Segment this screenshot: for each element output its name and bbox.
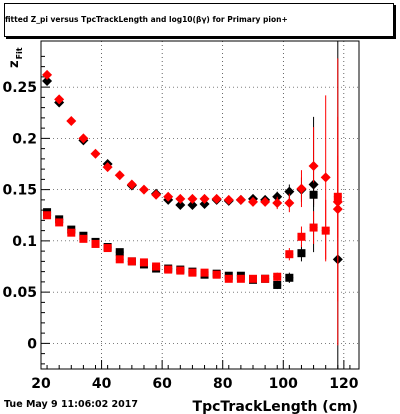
- data-point-square: [139, 258, 148, 267]
- data-point-diamond: [42, 69, 53, 80]
- data-point-diamond: [296, 183, 307, 194]
- data-marks: [42, 41, 343, 369]
- data-point-diamond: [187, 200, 198, 210]
- data-point-square: [212, 270, 221, 279]
- data-point-diamond: [114, 170, 125, 181]
- data-point-square: [321, 226, 330, 235]
- y-tick-label: 0: [27, 336, 37, 352]
- x-tick-label: 40: [92, 376, 112, 392]
- data-point-diamond: [187, 193, 198, 204]
- x-tick-label: 60: [152, 376, 172, 392]
- y-tick-label: 0.25: [2, 80, 37, 96]
- data-point-square: [273, 280, 282, 289]
- data-point-square: [309, 190, 318, 199]
- x-tick-label: 100: [269, 376, 298, 392]
- tick-labels: 20 40 60 80 100 120 0 0.05 0.1 0.15 0.2 0.25: [2, 80, 358, 392]
- x-axis-label: TpcTrackLength (cm): [193, 399, 358, 414]
- data-point-diamond: [163, 191, 174, 202]
- data-point-square: [309, 223, 318, 232]
- data-point-diamond: [284, 186, 295, 197]
- data-point-square: [297, 232, 306, 241]
- data-point-diamond: [248, 196, 258, 207]
- data-point-diamond: [54, 94, 65, 105]
- data-point-square: [91, 239, 100, 248]
- data-point-diamond: [126, 179, 137, 190]
- chart-title: fitted Z_pi versus TpcTrackLength and lo…: [5, 15, 288, 24]
- data-point-square: [249, 274, 257, 283]
- y-tick-label: 0.05: [2, 285, 37, 301]
- data-point-square: [261, 274, 270, 283]
- data-point-diamond: [308, 161, 319, 172]
- data-point-square: [79, 234, 88, 243]
- data-point-diamond: [151, 189, 162, 200]
- data-point-square: [188, 268, 197, 277]
- data-point-diamond: [102, 162, 113, 173]
- data-point-square: [152, 262, 161, 271]
- data-point-diamond: [199, 193, 210, 204]
- data-point-square: [115, 248, 124, 257]
- data-point-diamond: [42, 75, 53, 86]
- data-point-diamond: [175, 193, 186, 204]
- data-point-square: [297, 249, 306, 258]
- data-point-diamond: [235, 194, 246, 205]
- data-point-diamond: [138, 184, 149, 195]
- data-point-square: [200, 268, 209, 277]
- data-point-square: [333, 192, 342, 201]
- data-point-diamond: [90, 148, 101, 159]
- data-point-diamond: [199, 198, 210, 209]
- y-axis-label-main: z: [7, 60, 22, 68]
- data-point-square: [67, 228, 76, 237]
- data-point-diamond: [211, 193, 222, 204]
- data-point-diamond: [272, 197, 283, 208]
- data-point-square: [103, 244, 112, 253]
- data-point-diamond: [78, 133, 89, 144]
- y-tick-label: 0.2: [12, 131, 37, 147]
- data-point-diamond: [175, 200, 186, 210]
- data-point-square: [55, 218, 64, 227]
- data-point-square: [176, 266, 185, 275]
- data-point-square: [285, 250, 294, 259]
- data-point-square: [164, 265, 173, 274]
- axis-ticks: [40, 55, 351, 369]
- y-axis-label: zFit: [7, 47, 24, 68]
- y-axis-label-sub: Fit: [15, 47, 24, 59]
- chart-title-box: fitted Z_pi versus TpcTrackLength and lo…: [4, 3, 394, 37]
- footer-timestamp: Tue May 9 11:06:02 2017: [4, 399, 138, 410]
- plot-frame: [40, 40, 360, 370]
- data-point-square: [115, 255, 124, 264]
- x-tick-label: 80: [213, 376, 233, 392]
- data-point-diamond: [284, 197, 295, 208]
- data-point-diamond: [260, 196, 271, 207]
- data-point-square: [43, 211, 52, 220]
- data-point-diamond: [223, 194, 234, 205]
- data-point-square: [285, 273, 294, 282]
- data-point-square: [127, 257, 136, 266]
- data-point-square: [224, 274, 233, 283]
- data-point-square: [236, 274, 245, 283]
- x-tick-label: 120: [329, 376, 358, 392]
- data-point-square: [273, 272, 282, 281]
- data-point-diamond: [66, 115, 77, 126]
- y-tick-label: 0.15: [2, 183, 37, 199]
- data-point-diamond: [320, 172, 331, 183]
- x-tick-label: 20: [31, 376, 51, 392]
- y-tick-label: 0.1: [12, 234, 37, 250]
- grid-lines: [40, 41, 359, 369]
